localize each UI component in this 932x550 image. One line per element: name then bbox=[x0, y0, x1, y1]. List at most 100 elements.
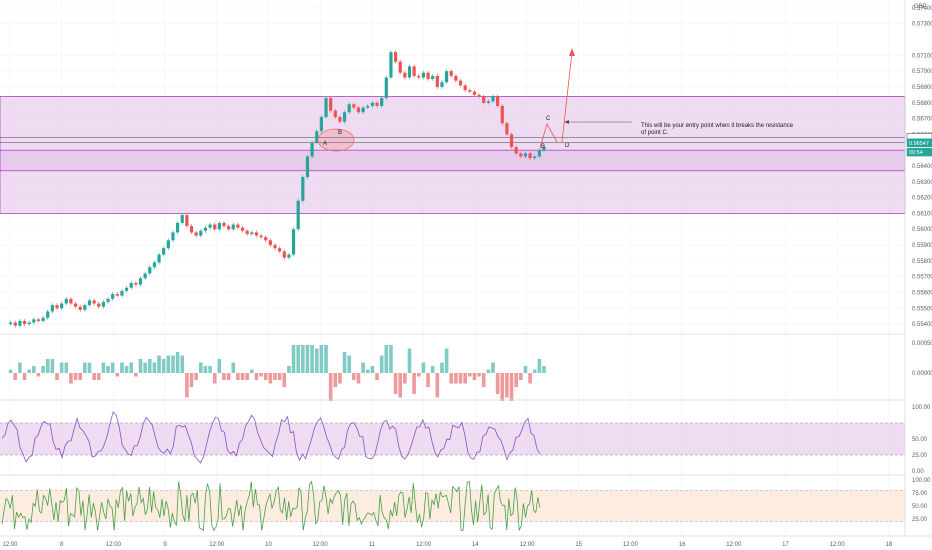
note-line-1: This will be your entry point when it br… bbox=[641, 123, 794, 129]
histogram-bar bbox=[454, 373, 458, 384]
histogram-bar bbox=[22, 373, 27, 380]
histogram-bar bbox=[352, 373, 356, 380]
candle-body bbox=[380, 98, 384, 106]
candle-body bbox=[440, 82, 444, 87]
histogram-bar bbox=[444, 348, 449, 373]
histogram-bar bbox=[403, 373, 407, 384]
histogram-bar bbox=[83, 362, 87, 373]
candle-body bbox=[18, 320, 22, 326]
candle-body bbox=[361, 107, 365, 113]
candle-body bbox=[347, 104, 351, 113]
candle-body bbox=[421, 72, 426, 78]
histogram-bar bbox=[305, 345, 310, 373]
histogram-bar bbox=[222, 373, 226, 380]
histogram-bar bbox=[236, 373, 240, 380]
candle-body bbox=[87, 300, 92, 306]
price-tick-label: 0.57400 bbox=[912, 6, 932, 12]
histogram-bar bbox=[495, 373, 500, 394]
histogram-bar bbox=[328, 373, 333, 401]
candle-body bbox=[27, 322, 31, 325]
green-oscillator-panel bbox=[0, 480, 905, 532]
histogram-bar bbox=[486, 369, 491, 373]
candle-body bbox=[398, 61, 402, 73]
histogram-bar bbox=[472, 373, 477, 380]
time-tick-label: 16 bbox=[679, 542, 686, 548]
candle-body bbox=[46, 311, 50, 318]
candle-body bbox=[542, 147, 546, 151]
candle-body bbox=[426, 72, 430, 80]
candle-body bbox=[463, 85, 467, 91]
histogram-bar bbox=[532, 369, 537, 373]
candle-body bbox=[393, 52, 398, 62]
histogram-bar bbox=[481, 373, 486, 387]
point-c-label: C bbox=[546, 116, 551, 122]
price-tick-label: 0.55900 bbox=[912, 243, 932, 249]
time-tick-label: 12:00 bbox=[623, 542, 639, 548]
price-tick-label: 0.56700 bbox=[912, 117, 932, 123]
histogram-bar bbox=[45, 359, 50, 373]
candle-body bbox=[477, 94, 481, 97]
candle-body bbox=[482, 96, 486, 103]
histogram-bar bbox=[268, 373, 273, 384]
indicator1-tick: 0.00000 bbox=[912, 371, 932, 377]
histogram-bar bbox=[542, 366, 546, 373]
histogram-bar bbox=[180, 355, 185, 373]
histogram-bar bbox=[161, 359, 166, 373]
candle-body bbox=[431, 75, 435, 80]
histogram-bar bbox=[435, 373, 440, 398]
histogram-bar bbox=[338, 373, 342, 384]
histogram-bar bbox=[310, 345, 314, 373]
histogram-bar bbox=[519, 373, 523, 380]
candle-body bbox=[78, 306, 82, 310]
histogram-bar bbox=[384, 345, 389, 373]
histogram-bar bbox=[259, 373, 263, 377]
candle-body bbox=[83, 305, 87, 310]
histogram-bar bbox=[319, 345, 324, 373]
histogram-bar bbox=[50, 359, 55, 373]
candle-body bbox=[287, 254, 291, 258]
histogram-bar bbox=[477, 373, 481, 377]
histogram-bar bbox=[458, 373, 463, 384]
histogram-bar bbox=[231, 362, 236, 373]
candle-body bbox=[217, 222, 221, 230]
candle-body bbox=[162, 248, 166, 255]
histogram-bar bbox=[32, 366, 36, 373]
histogram-bar bbox=[324, 345, 328, 373]
histogram-bar bbox=[27, 369, 31, 373]
time-axis[interactable]: 12:00 8 12:00 9 12:00 10 12:00 11 12:00 14 12:00 15… bbox=[2, 542, 892, 548]
candle-body bbox=[64, 298, 68, 304]
time-tick-label: 12:00 bbox=[416, 542, 432, 548]
candle-body bbox=[370, 102, 374, 106]
histogram-bar bbox=[254, 373, 259, 380]
histogram-bar bbox=[36, 373, 41, 377]
candle-body bbox=[384, 77, 388, 99]
candle-body bbox=[259, 235, 263, 238]
histogram-bar bbox=[291, 345, 296, 373]
histogram-bar bbox=[78, 373, 83, 380]
histogram-bar bbox=[463, 373, 467, 384]
histogram-bar bbox=[356, 373, 361, 384]
histogram-bar bbox=[314, 348, 319, 373]
candle-body bbox=[176, 222, 180, 233]
histogram-bar bbox=[8, 369, 13, 373]
key-lines-layer bbox=[0, 137, 905, 144]
histogram-bar bbox=[296, 345, 300, 373]
time-tick-label: 12:00 bbox=[313, 542, 329, 548]
candle-body bbox=[185, 215, 189, 227]
candle-body bbox=[342, 112, 347, 122]
histogram-bar bbox=[333, 373, 338, 387]
price-axis[interactable]: GBP 0.57400 0.57300 0.57100 0.57000 0.56900 0… bbox=[912, 4, 932, 328]
purple-oscillator-panel bbox=[0, 411, 905, 464]
panel-separators bbox=[0, 0, 932, 537]
time-tick-label: 9 bbox=[163, 542, 167, 548]
candle-body bbox=[291, 229, 296, 255]
candle-body bbox=[496, 96, 500, 106]
candle-body bbox=[264, 237, 268, 241]
target-arrow-head bbox=[569, 48, 575, 56]
time-tick-label: 12:00 bbox=[519, 542, 535, 548]
point-b-label: B bbox=[541, 144, 545, 150]
price-tick-label: 0.56400 bbox=[912, 164, 932, 170]
candle-body bbox=[115, 294, 119, 296]
point-d-label: D bbox=[565, 143, 570, 149]
